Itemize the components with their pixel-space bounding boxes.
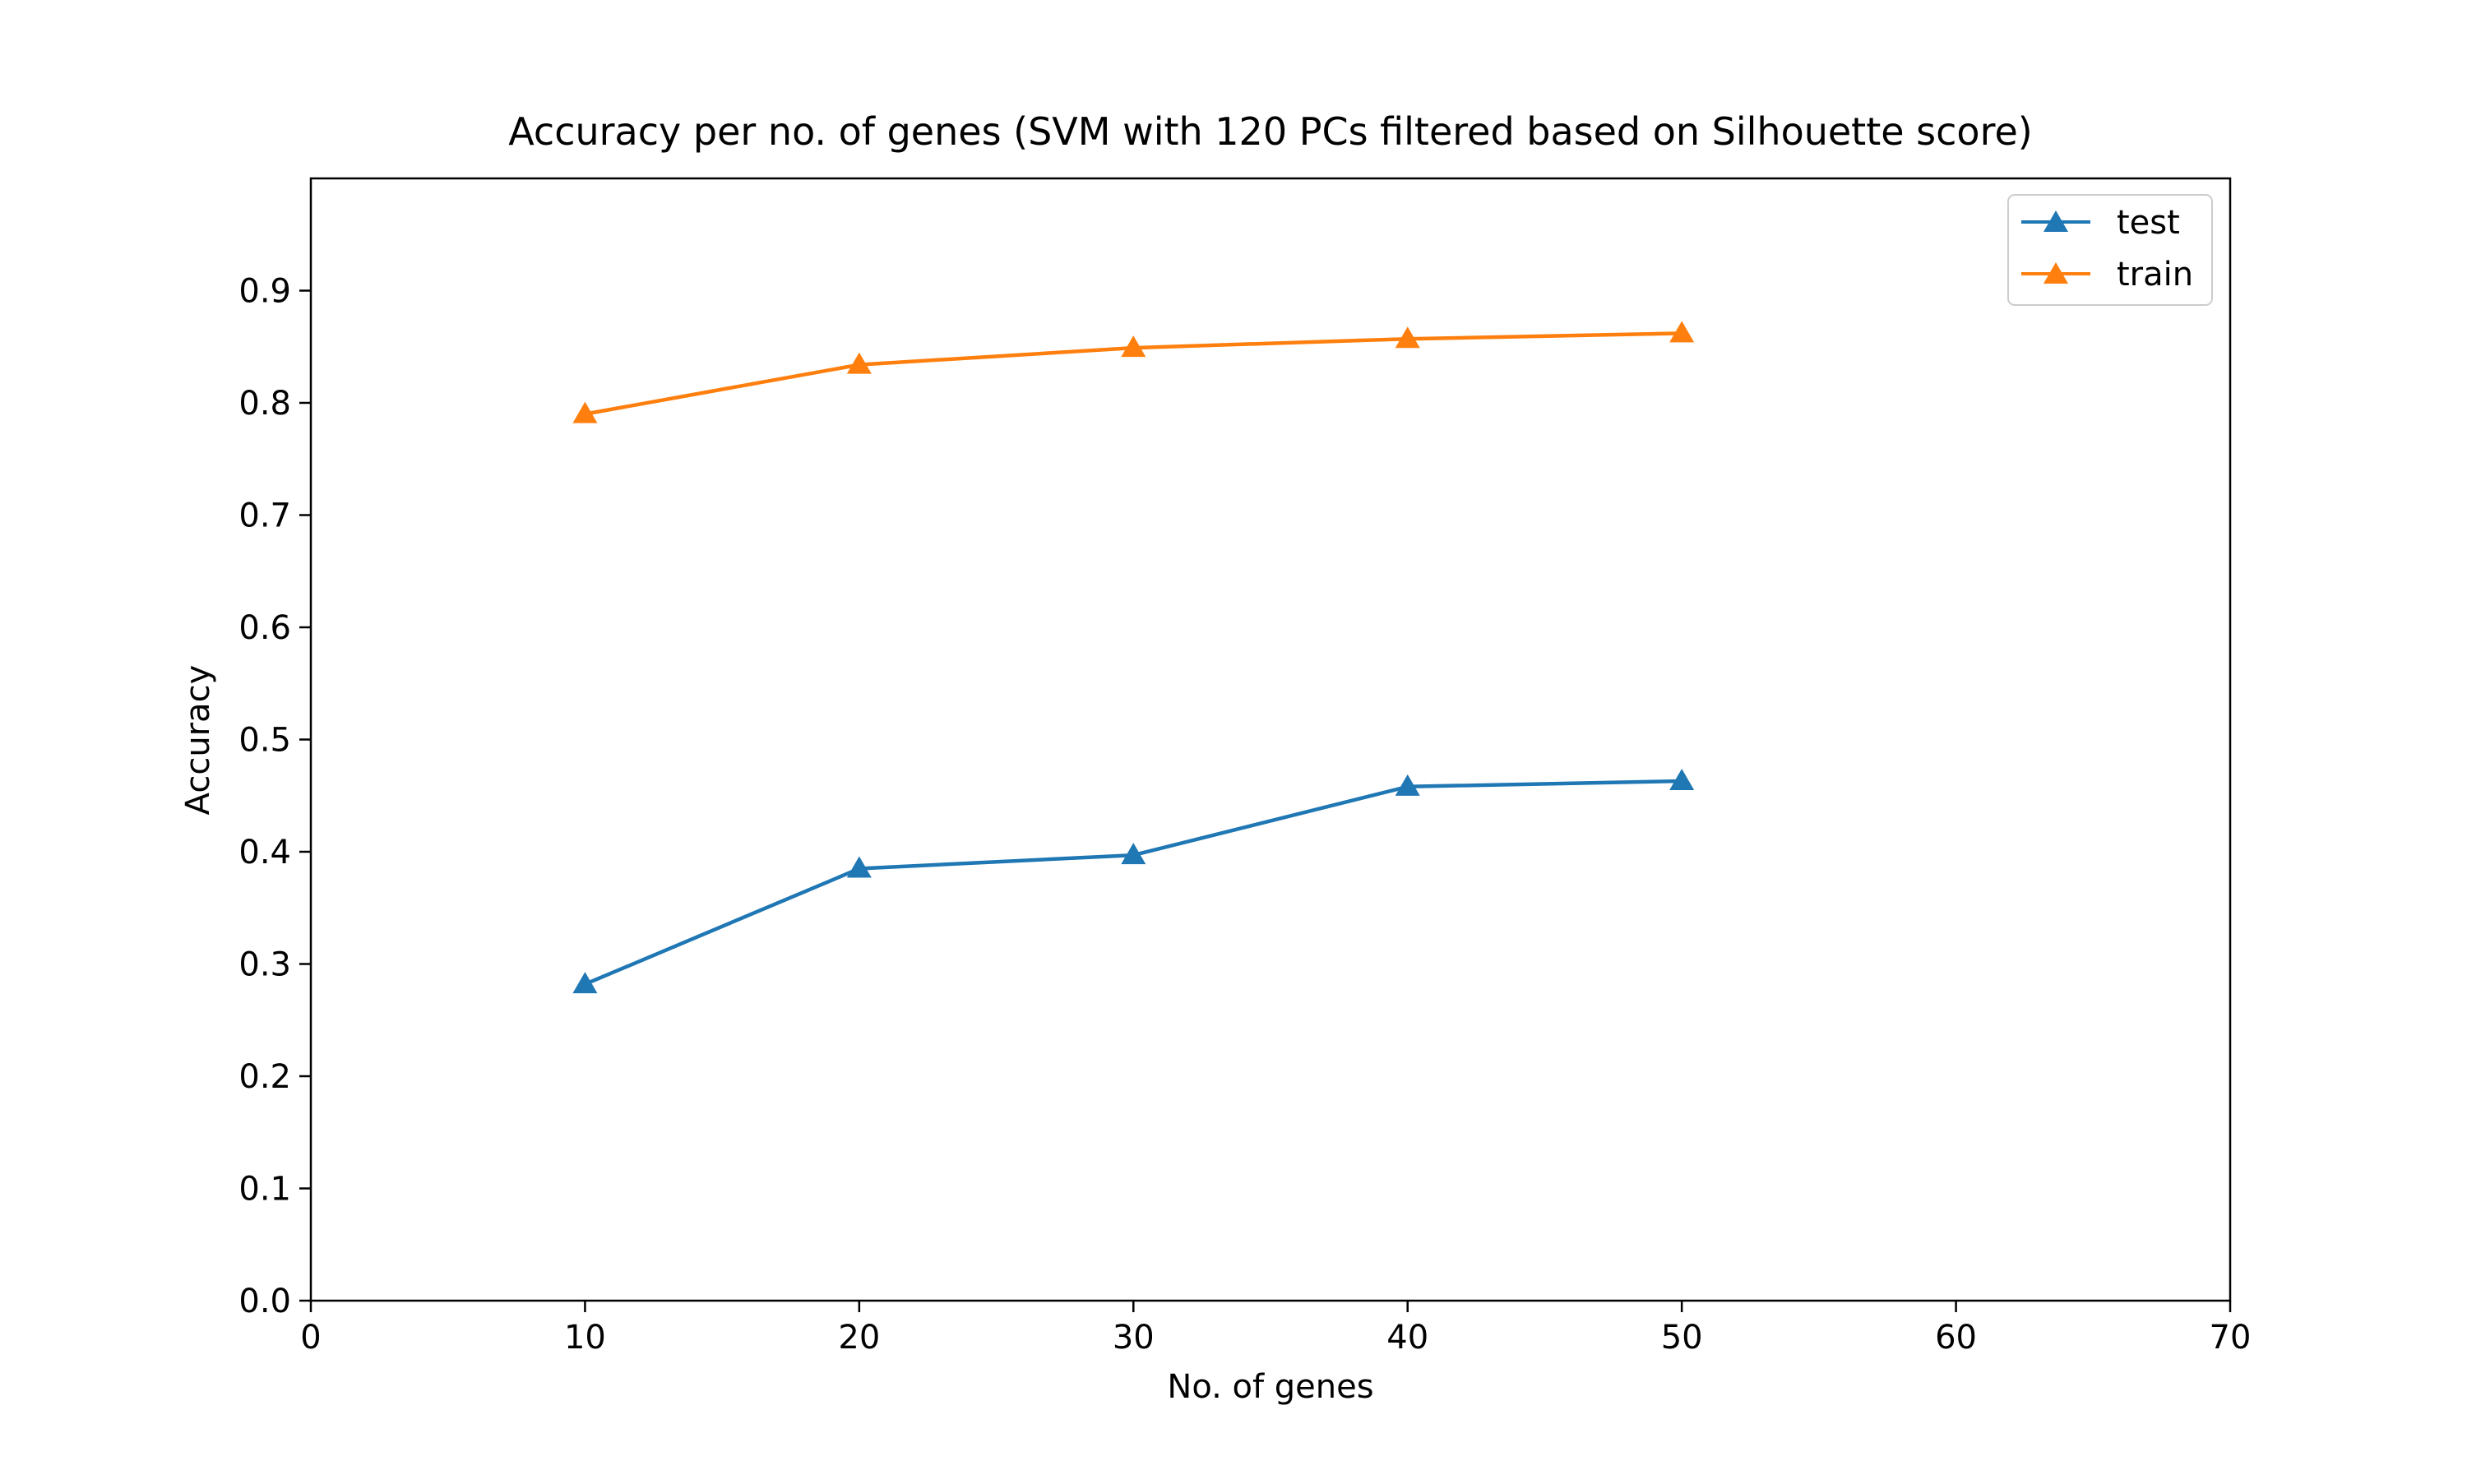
chart-title: Accuracy per no. of genes (SVM with 120 … [508, 109, 2032, 154]
y-tick-label: 0.3 [238, 946, 291, 984]
data-point-test [1121, 843, 1146, 865]
legend: test train [2007, 194, 2213, 306]
y-tick-label: 0.8 [238, 385, 291, 423]
data-point-train [846, 352, 872, 374]
data-point-test [846, 856, 872, 878]
data-point-test [1395, 774, 1420, 796]
data-point-train [1395, 326, 1420, 349]
legend-label-test: test [2117, 204, 2180, 242]
y-tick-label: 0.4 [238, 834, 291, 871]
y-tick-label: 0.7 [238, 497, 291, 535]
y-tick-label: 0.6 [238, 609, 291, 647]
legend-marker-test [2043, 210, 2068, 232]
data-point-train [1669, 321, 1695, 343]
x-axis: 0 10 20 30 40 50 60 70 [300, 1301, 2251, 1357]
plot-series [572, 321, 1695, 994]
series-test [572, 769, 1695, 994]
y-axis-label: Accuracy [179, 665, 217, 816]
x-tick-label: 60 [1935, 1319, 1977, 1357]
x-tick-label: 50 [1661, 1319, 1703, 1357]
x-axis-label: No. of genes [1167, 1368, 1373, 1406]
series-train [572, 321, 1695, 423]
data-point-train [1121, 335, 1146, 358]
data-point-test [1669, 769, 1695, 791]
x-tick-label: 40 [1386, 1319, 1428, 1357]
legend-item-test: test [2021, 204, 2180, 242]
y-tick-label: 0.1 [238, 1171, 291, 1209]
legend-label-train: train [2117, 256, 2193, 294]
legend-marker-train [2043, 262, 2068, 284]
data-point-train [572, 401, 598, 423]
data-point-test [572, 972, 598, 994]
x-tick-label: 0 [300, 1319, 321, 1357]
y-tick-label: 0.5 [238, 722, 291, 760]
x-tick-label: 20 [838, 1319, 880, 1357]
x-tick-label: 70 [2210, 1319, 2252, 1357]
y-tick-label: 0.9 [238, 273, 291, 311]
y-tick-label: 0.2 [238, 1058, 291, 1096]
x-tick-label: 30 [1113, 1319, 1155, 1357]
y-tick-label: 0.0 [238, 1283, 291, 1320]
y-axis: 0.0 0.1 0.2 0.3 0.4 0.5 0.6 0.7 0.8 0.9 [238, 273, 311, 1320]
legend-item-train: train [2021, 256, 2193, 294]
x-tick-label: 10 [564, 1319, 606, 1357]
